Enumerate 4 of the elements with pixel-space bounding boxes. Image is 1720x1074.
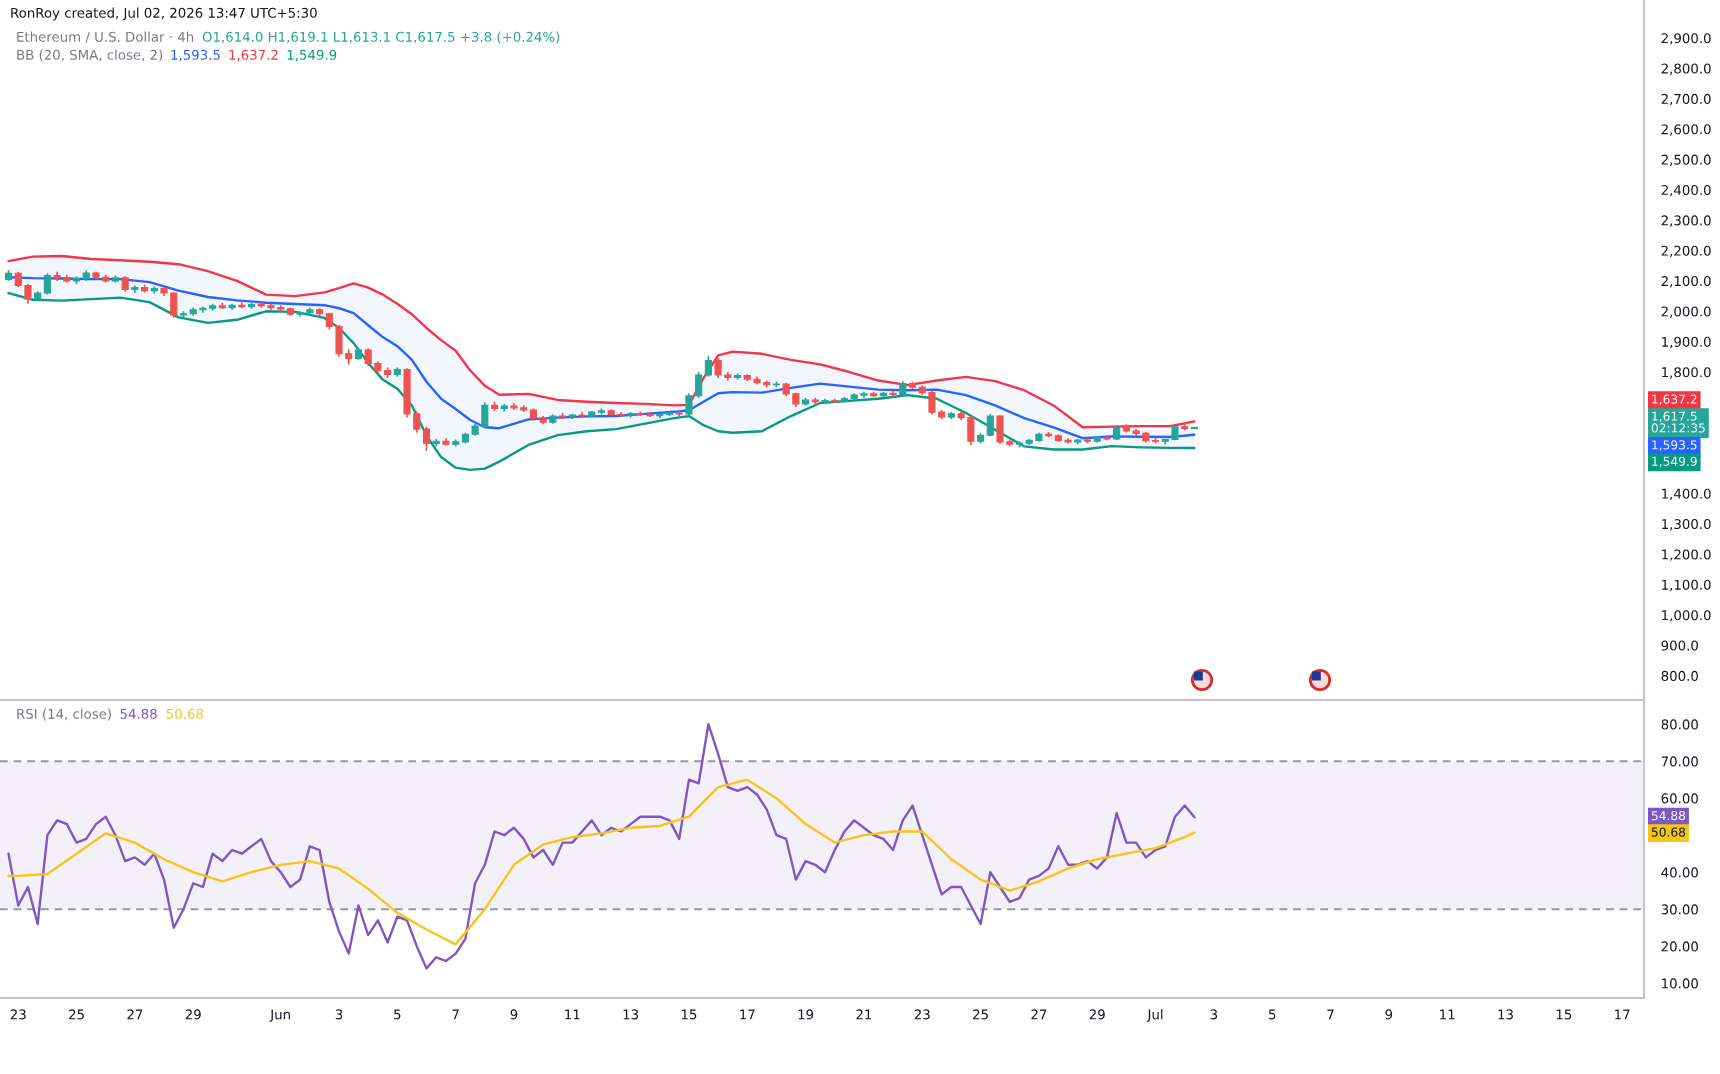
line-series [7,778,1196,946]
line-series [7,254,1196,429]
line-series [7,276,1196,440]
line-series [7,723,1196,970]
